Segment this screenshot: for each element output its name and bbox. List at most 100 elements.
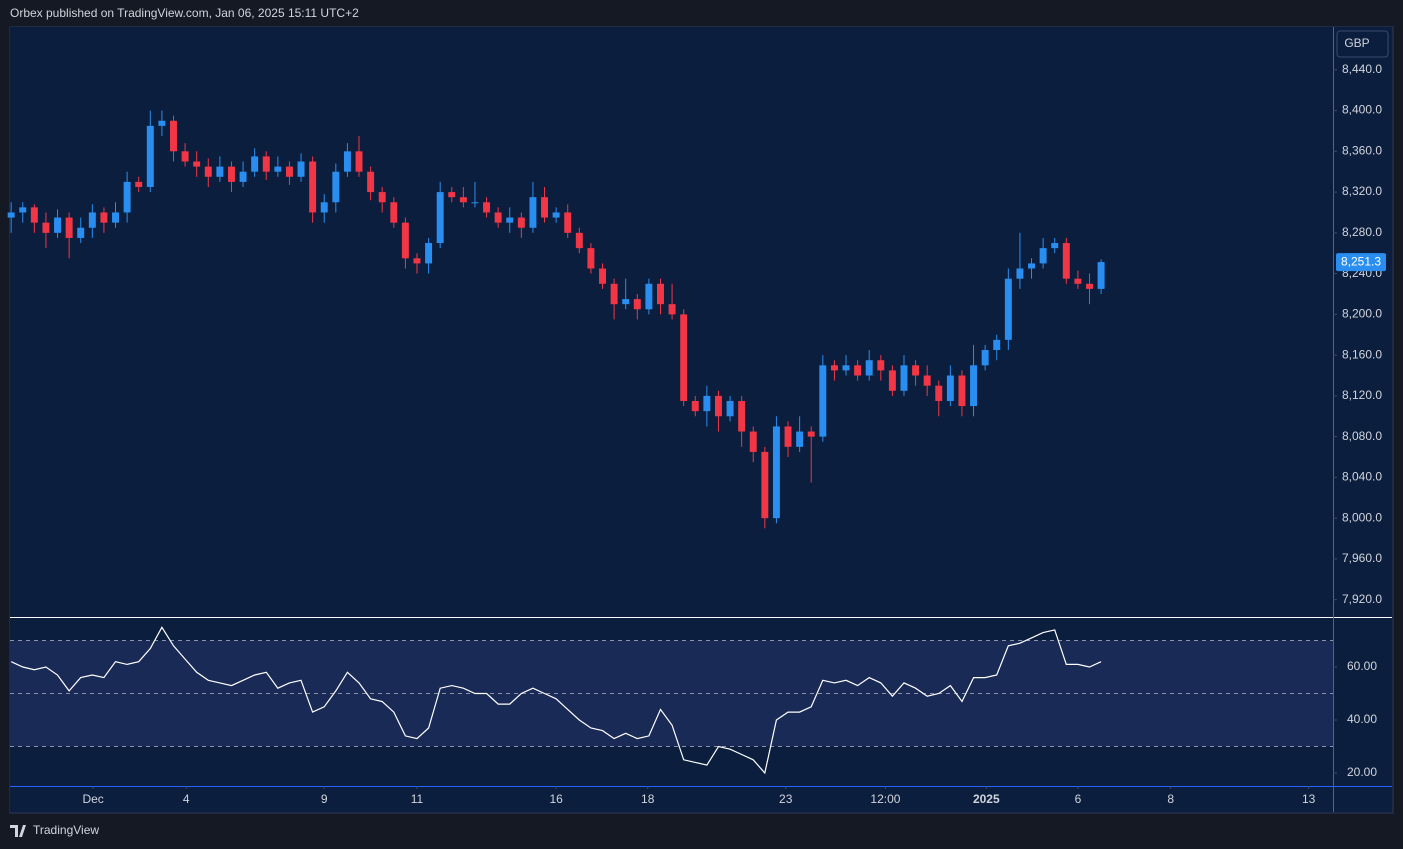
candle-body bbox=[912, 365, 920, 376]
candle-body bbox=[807, 431, 815, 437]
candle-body bbox=[494, 212, 502, 223]
candle-body bbox=[506, 217, 514, 223]
x-tick-label: 8 bbox=[1167, 792, 1174, 806]
candle-body bbox=[726, 400, 734, 417]
candle-body bbox=[170, 120, 177, 152]
last-price-tag bbox=[1336, 253, 1386, 272]
candle-body bbox=[993, 339, 1001, 351]
candle-body bbox=[865, 360, 873, 376]
currency-button[interactable] bbox=[1336, 30, 1389, 58]
candle-body bbox=[378, 192, 386, 203]
x-tick-label: 23 bbox=[779, 792, 793, 806]
price-pane bbox=[10, 27, 1333, 617]
candle-body bbox=[599, 268, 606, 284]
candle-body bbox=[610, 283, 618, 305]
candle-body bbox=[842, 365, 850, 371]
candle-body bbox=[923, 375, 931, 386]
candle-body bbox=[112, 212, 119, 223]
candle-body bbox=[529, 197, 537, 228]
candle-body bbox=[297, 161, 305, 177]
candle-body bbox=[181, 151, 189, 162]
candle-body bbox=[714, 395, 722, 417]
candle-body bbox=[796, 431, 804, 447]
candle-body bbox=[413, 258, 421, 264]
x-tick-label: 11 bbox=[411, 792, 424, 806]
candle-body bbox=[100, 212, 108, 223]
y-tick-label: 8,120.0 bbox=[1342, 388, 1382, 402]
x-tick-label: 4 bbox=[183, 792, 190, 806]
y-tick-label: 8,280.0 bbox=[1342, 225, 1382, 239]
candle-body bbox=[262, 156, 270, 172]
candle-body bbox=[819, 365, 827, 437]
header: Orbex published on TradingView.com, Jan … bbox=[10, 6, 359, 20]
candle-body bbox=[784, 426, 792, 447]
candle-body bbox=[564, 212, 572, 233]
candle-body bbox=[830, 365, 838, 371]
candle-body bbox=[854, 365, 862, 376]
candle-body bbox=[239, 171, 247, 182]
candle-body bbox=[355, 151, 363, 172]
candle-body bbox=[935, 385, 943, 401]
candle-body bbox=[193, 161, 201, 167]
candle-body bbox=[1086, 283, 1093, 289]
currency-label[interactable]: GBP bbox=[1344, 36, 1369, 50]
candle-body bbox=[900, 365, 908, 391]
candle-body bbox=[19, 207, 27, 213]
candle-body bbox=[251, 156, 259, 172]
candle-body bbox=[459, 197, 467, 203]
x-tick-label: 12:00 bbox=[870, 792, 900, 806]
candle-body bbox=[575, 232, 583, 249]
x-tick-label: Dec bbox=[82, 792, 103, 806]
candle-body bbox=[448, 192, 456, 198]
y-tick-label: 7,960.0 bbox=[1342, 551, 1382, 565]
y-tick-label: 8,040.0 bbox=[1342, 470, 1382, 484]
candle-body bbox=[970, 365, 978, 407]
candle-body bbox=[680, 314, 688, 401]
candle-body bbox=[622, 299, 630, 305]
candle-body bbox=[946, 375, 954, 401]
candle-body bbox=[158, 120, 166, 126]
candle-body bbox=[1028, 263, 1036, 269]
candle-body bbox=[320, 202, 328, 213]
y-tick-label: 8,160.0 bbox=[1342, 347, 1382, 361]
candle-body bbox=[668, 304, 676, 315]
candle-body bbox=[657, 283, 664, 305]
rsi-y-tick-label: 40.00 bbox=[1347, 712, 1377, 726]
candle-body bbox=[88, 212, 96, 228]
rsi-line bbox=[10, 626, 1102, 775]
candle-body bbox=[749, 431, 757, 452]
y-tick-label: 8,440.0 bbox=[1342, 62, 1382, 76]
y-tick-label: 8,320.0 bbox=[1342, 184, 1382, 198]
candle-body bbox=[30, 207, 38, 223]
candle-body bbox=[146, 125, 154, 187]
candle-body bbox=[541, 197, 549, 218]
candle-body bbox=[738, 400, 746, 432]
candle-body bbox=[123, 181, 131, 213]
y-tick-label: 8,360.0 bbox=[1342, 143, 1382, 157]
y-tick-label: 8,200.0 bbox=[1342, 307, 1382, 321]
candle-body bbox=[436, 192, 444, 244]
last-price-label: 8,251.3 bbox=[1341, 254, 1381, 268]
candle-body bbox=[888, 370, 896, 391]
candle-body bbox=[703, 395, 711, 412]
candle-body bbox=[367, 171, 375, 193]
candle-body bbox=[645, 283, 653, 310]
candle-body bbox=[216, 166, 224, 177]
candle-body bbox=[1039, 248, 1047, 264]
x-tick-label: 9 bbox=[321, 792, 328, 806]
candle-body bbox=[309, 161, 317, 213]
candle-body bbox=[633, 299, 641, 310]
candle-body bbox=[691, 400, 699, 412]
candle-body bbox=[958, 375, 966, 407]
candle-body bbox=[1074, 278, 1082, 284]
candle-body bbox=[77, 227, 85, 238]
x-tick-label: 13 bbox=[1302, 792, 1316, 806]
y-tick-label: 8,080.0 bbox=[1342, 429, 1382, 443]
candle-body bbox=[65, 217, 73, 238]
candle-body bbox=[343, 151, 351, 172]
candle-body bbox=[274, 166, 282, 172]
y-tick-label: 8,400.0 bbox=[1342, 103, 1382, 117]
candle-body bbox=[517, 217, 525, 228]
candle-body bbox=[1097, 262, 1105, 289]
